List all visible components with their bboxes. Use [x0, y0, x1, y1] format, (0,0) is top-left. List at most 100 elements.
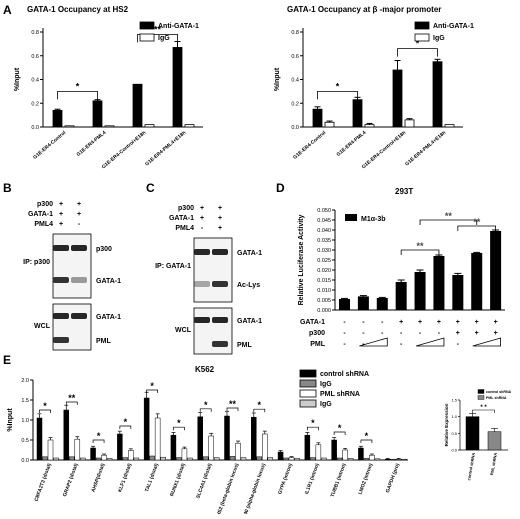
bar	[384, 458, 391, 461]
x-tick-label: TUBB1 (intron)	[330, 462, 348, 498]
bar	[42, 456, 48, 461]
x-tick-label: G1E-ER4-Control+E18h	[101, 130, 148, 170]
chart-title: K562	[195, 365, 215, 374]
significance-bracket	[92, 439, 105, 443]
y-tick-label: 0.020	[317, 268, 331, 274]
bar	[104, 125, 115, 128]
blot-condition-label: p300	[37, 201, 53, 208]
significance-mark: *	[204, 400, 208, 410]
legend-swatch	[299, 389, 317, 398]
legend-swatch	[345, 214, 357, 221]
condition-mark: -	[457, 341, 460, 348]
x-tick-label: G1E-ER4-Control+E18h	[361, 130, 408, 170]
bar	[432, 61, 443, 128]
significance-mark: **	[229, 399, 237, 409]
chart-title: GATA-1 Occupancy at HS2	[27, 5, 129, 14]
legend-swatch	[299, 369, 317, 378]
blot-condition-mark: +	[218, 225, 222, 232]
bar	[395, 282, 407, 310]
y-axis-label: Relative Luciferase Activity	[298, 215, 305, 306]
significance-mark: *	[311, 418, 315, 428]
blot-condition-label: GATA-1	[169, 215, 194, 222]
y-tick-label: 0.0	[31, 125, 39, 131]
y-tick-label: 1.5	[451, 398, 457, 403]
blot-band	[71, 313, 87, 319]
bar	[208, 435, 214, 461]
legend-label: PML shRNA	[320, 391, 360, 398]
condition-mark: +	[399, 319, 403, 326]
bar	[64, 125, 75, 128]
significance-bracket	[360, 439, 373, 443]
significance-bracket	[39, 409, 51, 413]
bar	[229, 456, 236, 461]
significance-mark: **	[445, 211, 453, 221]
condition-mark: -	[400, 330, 403, 337]
legend-swatch	[299, 379, 317, 388]
bar	[95, 457, 102, 461]
blot-condition-mark: +	[77, 211, 81, 218]
bar	[132, 83, 143, 128]
bar	[487, 431, 502, 451]
blot-band-label: Ac-Lys	[237, 282, 260, 289]
significance-bracket	[307, 426, 319, 431]
condition-mark: -	[343, 319, 346, 326]
x-tick-label: LMO2 (intron)	[357, 462, 374, 495]
significance-mark: *	[124, 417, 128, 427]
blot-band-label: PML	[96, 338, 112, 345]
bar	[133, 457, 140, 461]
x-tick-label: TAL1 (distal)	[144, 462, 160, 492]
condition-mark: +	[456, 330, 460, 337]
panel-label-a: A	[3, 3, 12, 17]
condition-mark: +	[475, 319, 479, 326]
blot-condition-mark: -	[201, 225, 204, 232]
significance-bracket	[137, 33, 178, 43]
chart-k562: K562 0.0 0.5 1.0 1.5 2.0 %Input * CBFA2T3 (dista…	[7, 365, 408, 519]
bar	[321, 457, 327, 461]
bar	[181, 448, 188, 461]
y-tick-label: 1.5	[21, 398, 29, 404]
blot-band	[212, 249, 228, 255]
bar	[294, 458, 300, 461]
blot-band-label: GATA-1	[237, 318, 262, 325]
significance-mark: *	[97, 431, 101, 441]
bar	[347, 458, 354, 461]
blot-condition-mark: +	[200, 205, 204, 212]
blot-band	[212, 341, 228, 347]
blot-band-label: p300	[96, 246, 112, 253]
bar	[122, 457, 129, 461]
bar	[312, 108, 323, 128]
significance-bracket	[457, 225, 497, 231]
legend-label: control shRNA	[486, 390, 512, 394]
legend-swatch	[139, 21, 155, 30]
x-tick-label: GRAP2 (distal)	[62, 462, 80, 497]
bar	[256, 456, 263, 461]
significance-mark: **	[154, 24, 162, 34]
significance-bracket	[333, 431, 346, 435]
blot-band	[212, 317, 228, 323]
y-tick-label: 0.5	[451, 431, 457, 436]
bar	[224, 415, 230, 461]
legend-swatch	[299, 399, 317, 408]
chart-title: 293T	[395, 187, 413, 196]
significance-mark: *	[365, 431, 369, 441]
bar	[414, 272, 426, 310]
blot-condition-mark: +	[77, 201, 81, 208]
bar	[176, 457, 182, 461]
legend-label: IgG	[320, 401, 332, 408]
significance-mark: **	[473, 217, 481, 227]
y-tick-label: 0.040	[317, 228, 331, 234]
y-axis-label: %Input	[274, 67, 281, 91]
blot-band	[212, 281, 228, 287]
y-tick-label: 0.6	[291, 54, 299, 60]
blot-wcl-frame	[52, 303, 92, 351]
bar	[342, 449, 348, 461]
y-tick-label: 0.8	[31, 30, 39, 36]
blot-wcl-frame	[193, 307, 233, 355]
significance-bracket	[57, 90, 98, 100]
bar	[202, 456, 209, 461]
condition-mark: -	[343, 330, 346, 337]
blot-condition-mark: +	[59, 221, 63, 228]
bar	[471, 253, 483, 310]
y-tick-label: 0.4	[31, 78, 39, 84]
blot-band	[53, 245, 69, 251]
